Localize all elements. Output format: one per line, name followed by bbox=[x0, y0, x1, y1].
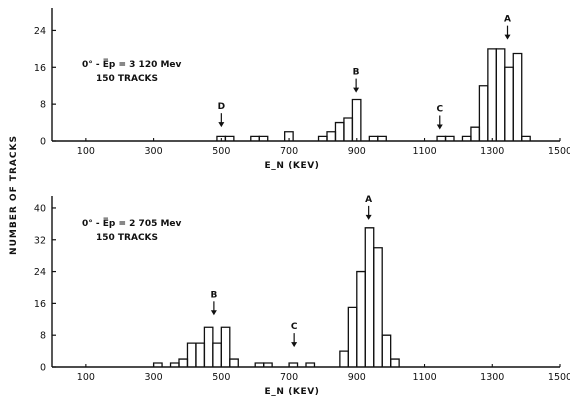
x-tick-label: 1500 bbox=[548, 146, 570, 157]
x-tick-label: 1100 bbox=[412, 146, 436, 157]
x-tick-label: 1300 bbox=[480, 146, 504, 157]
y-tick-label: 40 bbox=[34, 203, 46, 214]
peak-label: C bbox=[436, 104, 443, 114]
histogram-bin bbox=[343, 117, 354, 141]
histogram-bin bbox=[334, 121, 345, 141]
x-tick-label: 1300 bbox=[480, 372, 504, 383]
x-tick-label: 700 bbox=[280, 372, 298, 383]
y-tick-label: 32 bbox=[34, 235, 46, 246]
histogram-bin bbox=[178, 358, 189, 367]
histogram-bin bbox=[347, 306, 358, 367]
y-tick-label: 0 bbox=[40, 137, 46, 148]
x-tick-label: 300 bbox=[145, 146, 163, 157]
x-axis-label: E_N (KEV) bbox=[264, 161, 319, 171]
histogram-bin bbox=[381, 334, 392, 367]
histogram-bin bbox=[356, 270, 366, 367]
peak-arrowhead bbox=[365, 214, 372, 220]
peak-label: D bbox=[218, 102, 225, 112]
histogram-bin bbox=[444, 135, 455, 141]
peak-label: A bbox=[504, 15, 511, 25]
histogram-bin bbox=[224, 135, 235, 141]
x-tick-label: 1500 bbox=[548, 372, 570, 383]
x-tick-label: 100 bbox=[77, 146, 95, 157]
x-tick-label: 1100 bbox=[412, 372, 436, 383]
proton-energy: 0° - E̅p = 3 120 Mev bbox=[82, 58, 182, 70]
histogram-bin bbox=[351, 98, 362, 141]
histogram-bin bbox=[504, 66, 514, 141]
x-tick-label: 500 bbox=[212, 146, 230, 157]
y-tick-label: 8 bbox=[40, 100, 46, 111]
histogram-bin bbox=[478, 85, 489, 141]
panel-top: 0 8 16 24 100 300 500 700 900 1100 1300 1500 D B C A 0° … bbox=[34, 8, 570, 171]
x-tick-label: 700 bbox=[280, 146, 298, 157]
histogram-bin bbox=[229, 358, 239, 367]
histogram-bin bbox=[195, 342, 206, 367]
histogram-bin bbox=[495, 48, 506, 141]
histogram-bin bbox=[288, 362, 299, 367]
histogram-bin bbox=[487, 48, 497, 141]
peak-label: B bbox=[353, 68, 360, 78]
x-tick-label: 500 bbox=[212, 372, 230, 383]
histogram-bin bbox=[377, 135, 387, 141]
peak-arrowhead bbox=[504, 34, 511, 40]
histogram-bin bbox=[339, 350, 349, 367]
y-tick-label: 16 bbox=[34, 299, 46, 310]
proton-energy: 0° - E̅p = 2 705 Mev bbox=[82, 217, 182, 229]
peak-label: A bbox=[365, 195, 372, 205]
peak-label: C bbox=[291, 322, 298, 332]
histogram-bin bbox=[512, 52, 523, 141]
histogram-bin bbox=[258, 135, 269, 141]
y-tick-label: 0 bbox=[40, 363, 46, 374]
track-count: 150 TRACKS bbox=[96, 233, 158, 243]
peak-label: B bbox=[210, 290, 217, 300]
panel-bottom: 0 8 16 24 32 40 100 300 500 700 900 1100 1300 1500 B C A… bbox=[34, 195, 570, 397]
histogram-bin bbox=[521, 135, 531, 141]
y-tick-label: 24 bbox=[34, 26, 46, 37]
histogram-bin bbox=[212, 342, 222, 367]
histogram-bin bbox=[152, 362, 163, 367]
histogram-bin bbox=[263, 362, 273, 367]
y-axis-title: NUMBER OF TRACKS bbox=[9, 135, 19, 255]
histogram-bin bbox=[305, 362, 316, 367]
peak-arrowhead bbox=[218, 122, 225, 128]
x-tick-label: 900 bbox=[348, 146, 366, 157]
histogram-bin bbox=[364, 227, 375, 367]
track-count: 150 TRACKS bbox=[96, 74, 158, 84]
histogram-bin bbox=[220, 326, 231, 367]
x-axis-label: E_N (KEV) bbox=[264, 387, 319, 397]
y-tick-label: 16 bbox=[34, 63, 46, 74]
peak-arrowhead bbox=[210, 310, 217, 316]
histogram-bin bbox=[326, 131, 337, 141]
histogram-bin bbox=[373, 247, 383, 367]
histogram-bin bbox=[470, 126, 481, 141]
peak-arrowhead bbox=[436, 124, 443, 130]
y-tick-label: 24 bbox=[34, 267, 46, 278]
y-tick-label: 8 bbox=[40, 331, 46, 342]
histogram-bin bbox=[390, 358, 400, 367]
histogram-bin bbox=[186, 342, 197, 367]
peak-arrowhead bbox=[291, 342, 298, 348]
histogram-bin bbox=[203, 326, 214, 367]
x-tick-label: 300 bbox=[145, 372, 163, 383]
histogram-bin bbox=[284, 131, 294, 141]
x-tick-label: 100 bbox=[77, 372, 95, 383]
peak-arrowhead bbox=[353, 87, 360, 93]
x-tick-label: 900 bbox=[348, 372, 366, 383]
